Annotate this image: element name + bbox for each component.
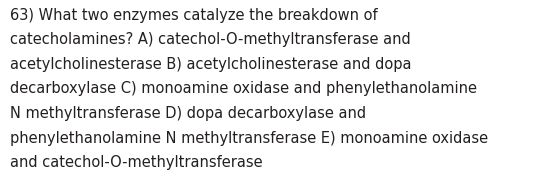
Text: acetylcholinesterase B) acetylcholinesterase and dopa: acetylcholinesterase B) acetylcholineste… bbox=[10, 57, 412, 72]
Text: N methyltransferase D) dopa decarboxylase and: N methyltransferase D) dopa decarboxylas… bbox=[10, 106, 366, 121]
Text: 63) What two enzymes catalyze the breakdown of: 63) What two enzymes catalyze the breakd… bbox=[10, 8, 378, 23]
Text: phenylethanolamine N methyltransferase E) monoamine oxidase: phenylethanolamine N methyltransferase E… bbox=[10, 131, 488, 146]
Text: catecholamines? A) catechol-O-methyltransferase and: catecholamines? A) catechol-O-methyltran… bbox=[10, 32, 411, 47]
Text: decarboxylase C) monoamine oxidase and phenylethanolamine: decarboxylase C) monoamine oxidase and p… bbox=[10, 81, 477, 96]
Text: and catechol-O-methyltransferase: and catechol-O-methyltransferase bbox=[10, 155, 263, 170]
